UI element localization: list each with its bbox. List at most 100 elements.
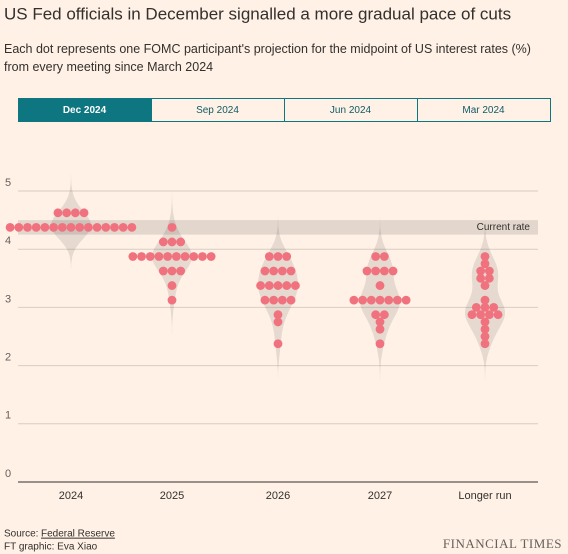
tab-label[interactable]: Mar 2024 bbox=[462, 105, 505, 116]
dot bbox=[66, 222, 76, 232]
tab-label[interactable]: Sep 2024 bbox=[196, 105, 239, 116]
y-tick-label: 2 bbox=[5, 352, 11, 364]
dot bbox=[476, 310, 486, 320]
dot bbox=[371, 266, 381, 276]
dot bbox=[489, 303, 499, 312]
dot bbox=[358, 295, 367, 305]
x-tick-label: 2024 bbox=[59, 490, 83, 502]
source-prefix: Source: bbox=[4, 529, 38, 540]
dot bbox=[198, 252, 207, 261]
x-tick-label: 2026 bbox=[266, 490, 290, 502]
dot bbox=[273, 339, 283, 349]
dot bbox=[484, 310, 494, 320]
dot bbox=[158, 237, 168, 247]
dot bbox=[256, 281, 265, 290]
dot bbox=[158, 266, 168, 276]
dot bbox=[277, 295, 287, 305]
dot bbox=[167, 281, 177, 290]
dot bbox=[145, 252, 155, 261]
dot bbox=[180, 252, 190, 261]
y-tick-label: 1 bbox=[5, 410, 11, 422]
dot bbox=[286, 295, 296, 305]
dot bbox=[480, 339, 490, 349]
dot bbox=[375, 281, 385, 290]
violin bbox=[51, 172, 91, 269]
dot bbox=[379, 266, 389, 276]
dot bbox=[206, 252, 216, 261]
dot bbox=[5, 222, 15, 232]
dot bbox=[163, 252, 173, 261]
dot bbox=[379, 310, 389, 320]
dot bbox=[393, 295, 402, 305]
dot bbox=[467, 310, 477, 320]
dot bbox=[189, 252, 199, 261]
dot bbox=[282, 252, 292, 261]
dot bbox=[127, 222, 137, 232]
violin bbox=[152, 186, 192, 341]
dot bbox=[273, 281, 283, 290]
dot bbox=[388, 266, 398, 276]
dot bbox=[375, 324, 385, 334]
dot bbox=[75, 222, 85, 232]
dot bbox=[375, 295, 385, 305]
brand: FINANCIAL TIMES bbox=[443, 536, 562, 551]
dot bbox=[118, 222, 128, 232]
tab-label[interactable]: Dec 2024 bbox=[63, 105, 107, 116]
dot bbox=[362, 266, 372, 276]
dot bbox=[493, 310, 503, 320]
dot bbox=[84, 222, 93, 232]
dot bbox=[371, 252, 381, 261]
dot bbox=[273, 317, 283, 327]
dot bbox=[101, 222, 111, 232]
dot bbox=[371, 310, 381, 320]
dot bbox=[384, 295, 394, 305]
dot bbox=[154, 252, 164, 261]
tab-label[interactable]: Jun 2024 bbox=[330, 105, 372, 116]
dot bbox=[40, 222, 50, 232]
dot bbox=[70, 208, 80, 218]
source-link[interactable]: Federal Reserve bbox=[41, 529, 115, 540]
dot bbox=[273, 310, 283, 320]
current-rate-label: Current rate bbox=[477, 222, 531, 233]
tab[interactable] bbox=[417, 98, 551, 122]
x-tick-label: 2025 bbox=[160, 490, 184, 502]
dot bbox=[260, 295, 270, 305]
dot bbox=[264, 252, 274, 261]
dot bbox=[379, 252, 389, 261]
dot bbox=[366, 295, 376, 305]
current-rate-band bbox=[18, 220, 538, 235]
subtitle: Each dot represents one FOMC participant… bbox=[4, 42, 531, 74]
dot bbox=[260, 266, 270, 276]
dot bbox=[480, 303, 490, 312]
y-tick-label: 5 bbox=[5, 177, 11, 189]
dot bbox=[273, 252, 283, 261]
dot bbox=[137, 252, 146, 261]
dot bbox=[480, 317, 490, 327]
dot bbox=[57, 222, 67, 232]
dot bbox=[401, 295, 411, 305]
dot bbox=[171, 252, 181, 261]
dot bbox=[476, 266, 486, 276]
dot bbox=[264, 281, 274, 290]
dot bbox=[62, 208, 72, 218]
dot bbox=[176, 237, 186, 247]
dot bbox=[480, 332, 490, 341]
credit: FT graphic: Eva Xiao bbox=[4, 542, 98, 553]
dot bbox=[110, 222, 119, 232]
dot bbox=[167, 237, 177, 247]
dot bbox=[282, 281, 292, 290]
dot bbox=[375, 317, 385, 327]
dot bbox=[269, 295, 279, 305]
subtitle-box: Each dot represents one FOMC participant… bbox=[4, 42, 531, 74]
dot bbox=[480, 324, 490, 334]
dot bbox=[286, 266, 296, 276]
dot bbox=[476, 273, 486, 283]
dot bbox=[480, 252, 490, 261]
dot bbox=[31, 222, 41, 232]
x-tick-label: 2027 bbox=[368, 490, 392, 502]
dot bbox=[49, 222, 58, 232]
dot bbox=[167, 222, 177, 232]
y-tick-label: 3 bbox=[5, 293, 11, 305]
dot bbox=[484, 266, 494, 276]
